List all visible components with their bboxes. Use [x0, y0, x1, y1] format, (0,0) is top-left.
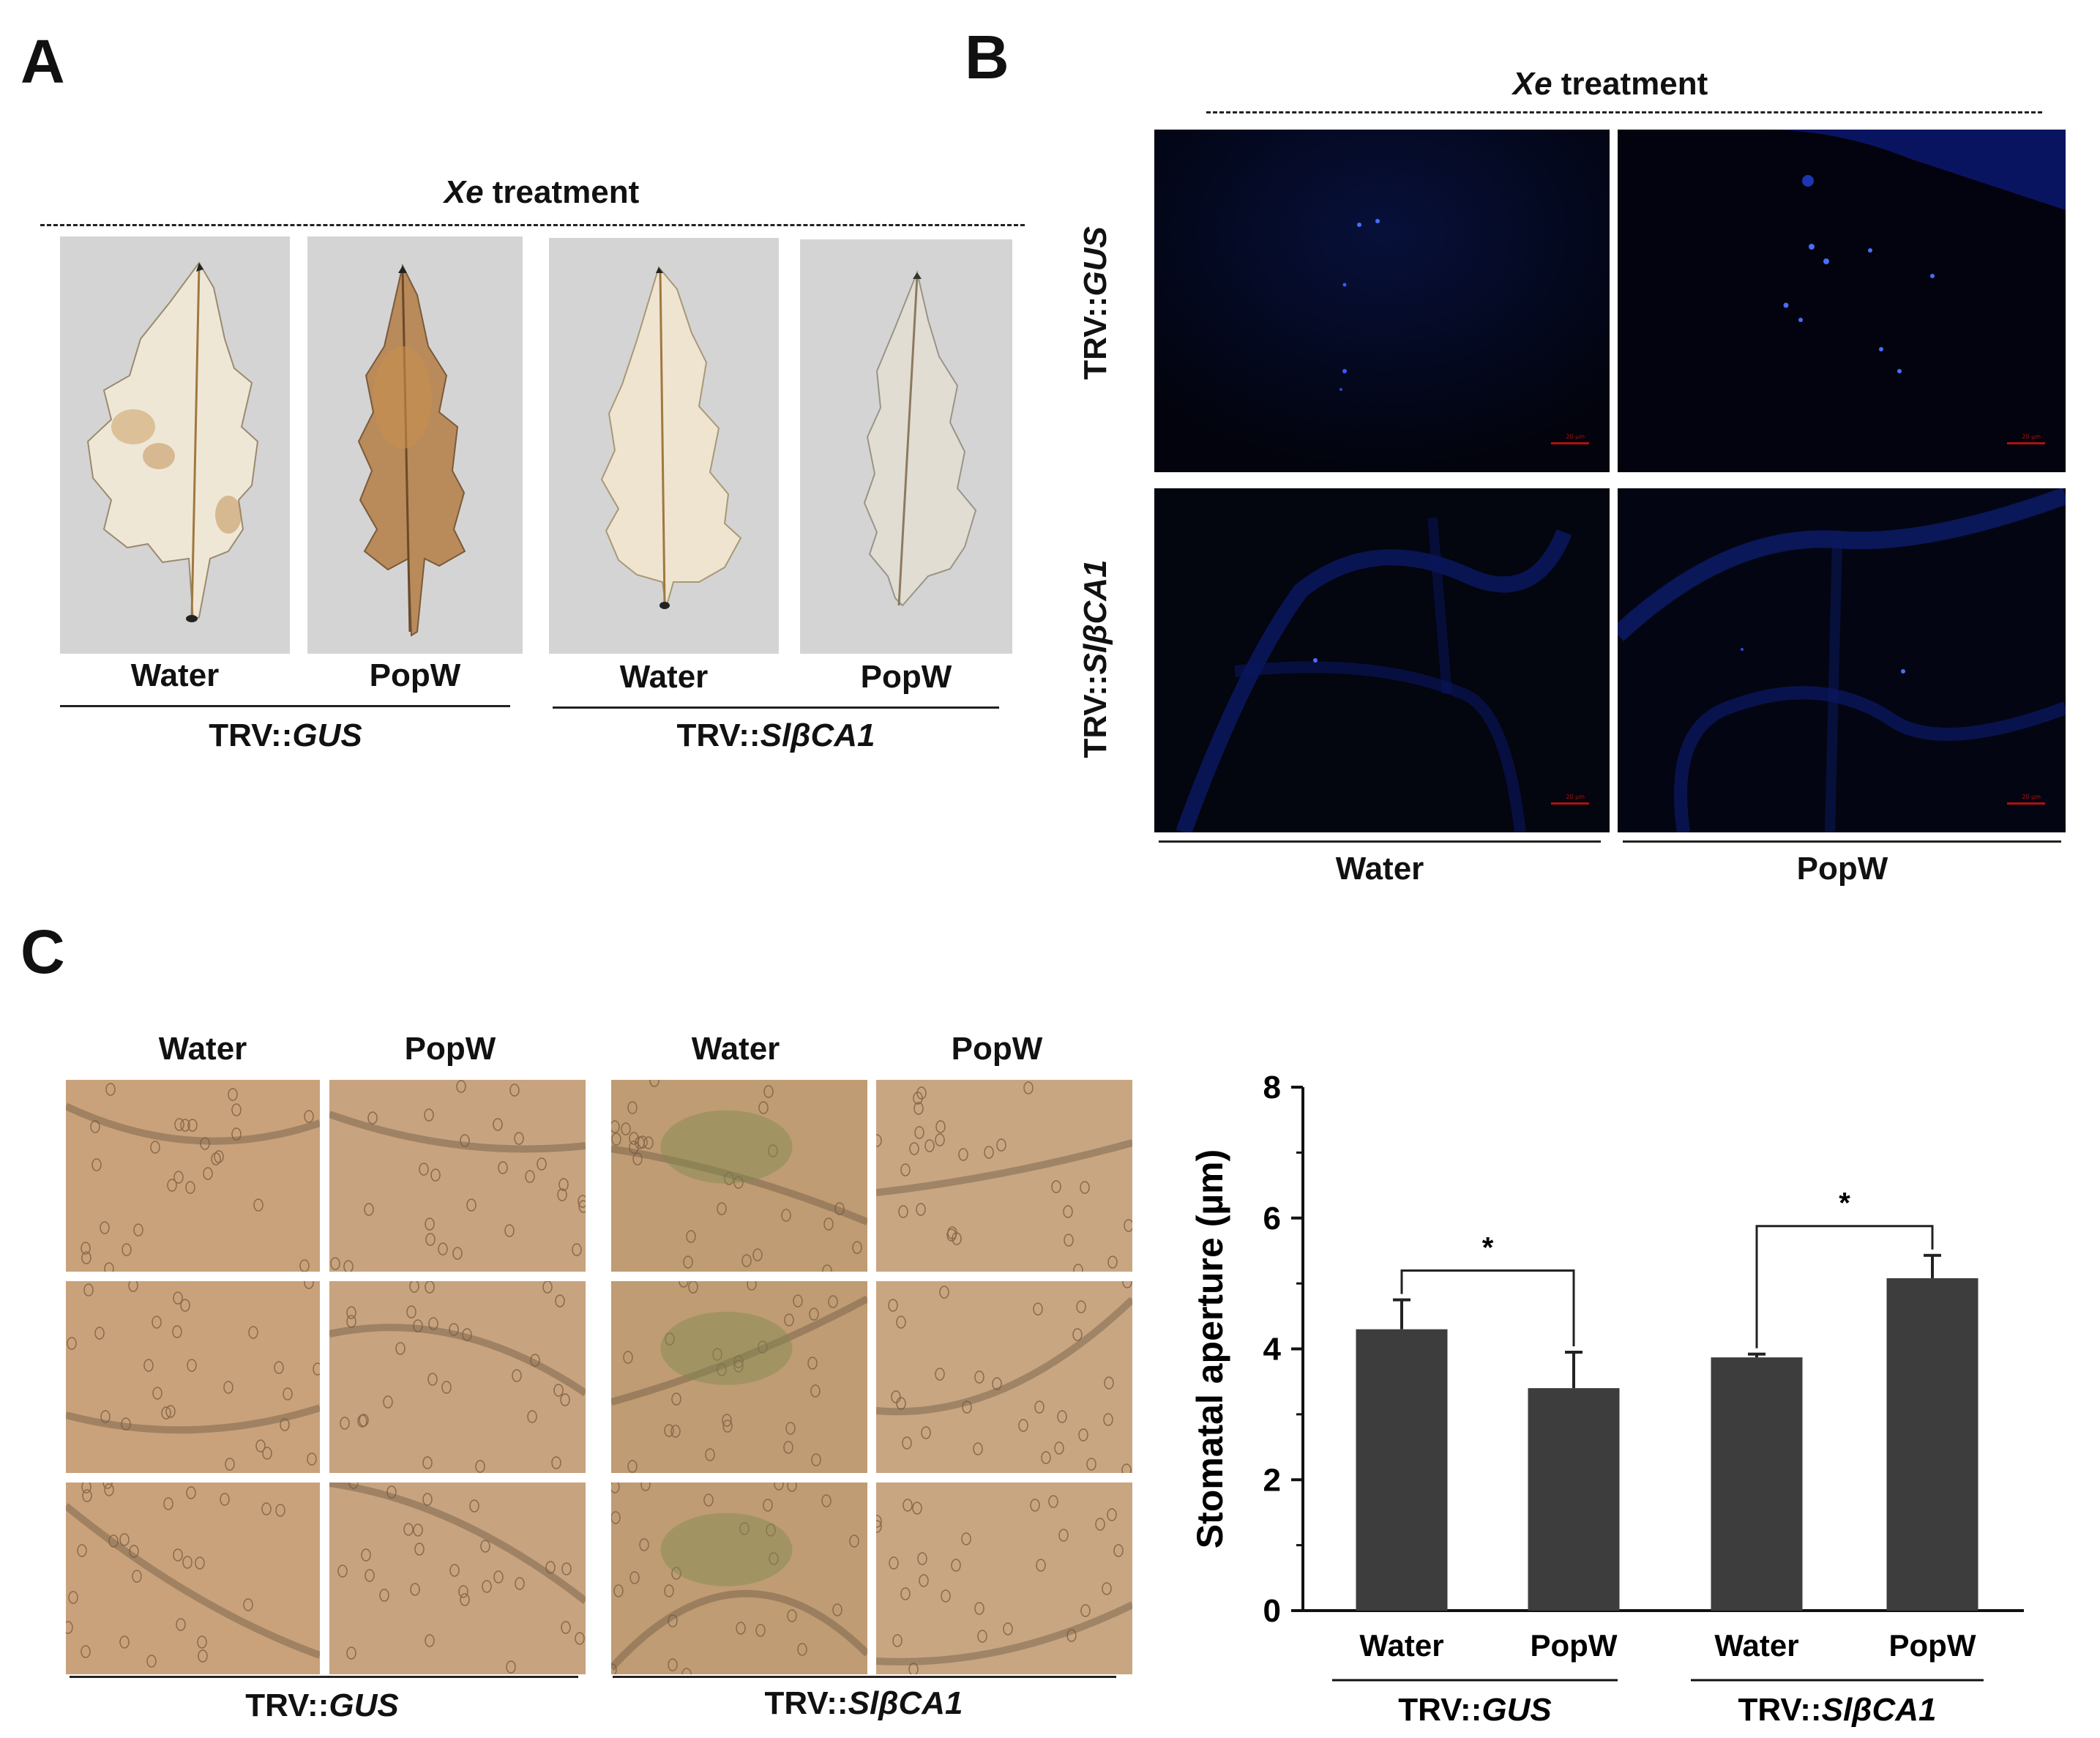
x-tick-label: PopW — [1889, 1628, 1976, 1663]
panel-a-group-1-line — [60, 705, 510, 707]
group-gene: GUS — [1481, 1692, 1551, 1728]
scale-bar-text: 20 µm — [2022, 794, 2041, 800]
panel-b-treatment-title: Xe treatment — [1464, 66, 1757, 102]
group-prefix: TRV:: — [245, 1687, 329, 1723]
row-gene: GUS — [1077, 226, 1113, 296]
panel-b-col-2-label: PopW — [1796, 851, 1888, 887]
panel-c-group-1-label: TRV::GUS — [190, 1687, 454, 1724]
scale-bar-text: 20 µm — [2022, 433, 2041, 440]
panel-b-col-1-label: Water — [1335, 851, 1424, 887]
panel-c-micro-col-3-label: Water — [691, 1031, 780, 1067]
panel-b-letter: B — [965, 23, 1009, 92]
treatment-rest: treatment — [1552, 66, 1708, 102]
micrograph-r1-c4 — [876, 1080, 1132, 1272]
group-gene: SlβCA1 — [760, 717, 875, 753]
significance-label: * — [1482, 1231, 1494, 1264]
group-label: TRV::GUS — [1398, 1692, 1551, 1728]
micrograph-r3-c2 — [329, 1482, 586, 1674]
row-prefix: TRV:: — [1077, 296, 1113, 380]
y-tick-label: 6 — [1263, 1201, 1281, 1237]
panel-b-col-1-line — [1159, 840, 1601, 843]
panel-c-micro-col-1-label: Water — [158, 1031, 247, 1067]
micrograph-r1-c3 — [611, 1080, 867, 1272]
scale-bar-text: 20 µm — [1566, 794, 1585, 800]
panel-b-col-2-line — [1623, 840, 2061, 843]
significance-label: * — [1839, 1187, 1850, 1220]
bar — [1886, 1278, 1978, 1611]
panel-b-row-1-label: TRV::GUS — [1077, 193, 1121, 413]
x-tick-label: Water — [1359, 1628, 1443, 1663]
group-gene: GUS — [292, 717, 362, 753]
panel-a-col-2-label: PopW — [369, 657, 461, 693]
row-prefix: TRV:: — [1077, 674, 1113, 758]
micrograph-r2-c2 — [329, 1281, 586, 1473]
panel-a-group-1-label: TRV::GUS — [154, 717, 417, 754]
group-gene: SlβCA1 — [848, 1685, 963, 1721]
x-tick-label: PopW — [1531, 1628, 1618, 1663]
leaf-photo-gus-water — [60, 236, 290, 654]
group-prefix: TRV:: — [1398, 1692, 1481, 1728]
micrograph-r1-c1 — [66, 1080, 320, 1272]
x-tick-label: Water — [1714, 1628, 1798, 1663]
bar — [1528, 1388, 1620, 1611]
fluorescence-gus-water: 20 µm — [1154, 130, 1610, 472]
treatment-rest: treatment — [483, 174, 640, 210]
group-gene: GUS — [329, 1687, 399, 1723]
leaf-photo-slbca1-popw — [800, 239, 1012, 654]
panel-a-group-2-label: TRV::SlβCA1 — [644, 717, 908, 754]
stomatal-aperture-chart: 0 2 4 6 8 Stomatal aperture (µm) Water PopW Wate… — [1189, 1070, 2024, 1728]
micrograph-r2-c1 — [66, 1281, 320, 1473]
bar — [1711, 1357, 1803, 1611]
panel-c-letter: C — [20, 917, 65, 986]
group-gene: SlβCA1 — [1822, 1692, 1937, 1728]
y-axis-label: Stomatal aperture (µm) — [1189, 1149, 1230, 1549]
group-prefix: TRV:: — [764, 1685, 848, 1721]
significance-bracket — [1400, 1269, 1575, 1346]
scale-bar — [2007, 802, 2045, 805]
group-prefix: TRV:: — [676, 717, 761, 753]
scale-bar — [2007, 442, 2045, 444]
panel-c-group-2-line — [613, 1676, 1116, 1678]
micrograph-r1-c2 — [329, 1080, 586, 1272]
micrograph-r2-c3 — [611, 1281, 867, 1473]
panel-a-col-4-label: PopW — [860, 659, 952, 695]
treatment-italic: Xe — [444, 174, 484, 210]
treatment-italic: Xe — [1512, 66, 1552, 102]
leaf-photo-gus-popw — [307, 236, 523, 654]
fluorescence-gus-popw: 20 µm — [1618, 130, 2066, 472]
group-label: TRV::SlβCA1 — [1738, 1692, 1937, 1728]
micrograph-r3-c3 — [611, 1482, 867, 1674]
micrograph-r3-c4 — [876, 1482, 1132, 1674]
significance-bracket — [1755, 1225, 1934, 1349]
panel-c-group-1-line — [70, 1676, 578, 1678]
y-tick-label: 2 — [1263, 1462, 1281, 1498]
y-tick-label: 0 — [1263, 1593, 1281, 1629]
micrograph-r3-c1 — [66, 1482, 320, 1674]
panel-a-treatment-line — [40, 224, 1025, 226]
fluorescence-slbca1-popw: 20 µm — [1618, 488, 2066, 832]
panel-b-row-2-label: TRV::SlβCA1 — [1077, 527, 1121, 791]
scale-bar-text: 20 µm — [1566, 433, 1585, 440]
panel-c-group-2-label: TRV::SlβCA1 — [732, 1685, 995, 1722]
y-tick-label: 4 — [1263, 1332, 1282, 1368]
bar — [1356, 1329, 1448, 1611]
panel-a-treatment-title: Xe treatment — [395, 174, 688, 211]
panel-a-group-2-line — [553, 706, 999, 709]
y-tick-label: 8 — [1263, 1070, 1281, 1105]
row-gene: SlβCA1 — [1077, 559, 1113, 675]
scale-bar — [1551, 802, 1589, 805]
micrograph-r2-c4 — [876, 1281, 1132, 1473]
panel-a-letter: A — [20, 27, 65, 96]
scale-bar — [1551, 442, 1589, 444]
panel-a-col-3-label: Water — [619, 659, 709, 695]
panel-a-col-1-label: Water — [130, 657, 220, 693]
panel-c-micro-col-4-label: PopW — [951, 1031, 1043, 1067]
group-prefix: TRV:: — [1738, 1692, 1822, 1728]
panel-b-treatment-line — [1206, 111, 2042, 113]
group-prefix: TRV:: — [209, 717, 293, 753]
fluorescence-slbca1-water: 20 µm — [1154, 488, 1610, 832]
panel-c-micro-col-2-label: PopW — [404, 1031, 496, 1067]
leaf-photo-slbca1-water — [549, 238, 779, 654]
